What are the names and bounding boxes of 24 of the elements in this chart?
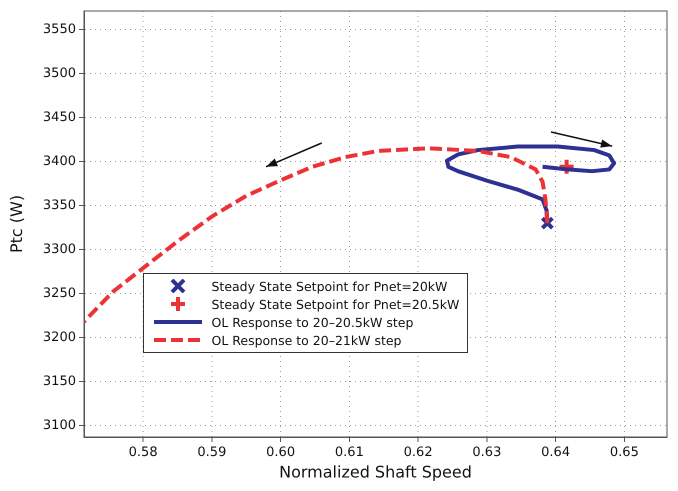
y-tick-label: 3250 (42, 286, 76, 301)
x-tick-label: 0.61 (334, 445, 364, 460)
x-tick-label: 0.64 (541, 445, 570, 460)
legend-label: OL Response to 20–21kW step (212, 332, 402, 348)
y-tick-label: 3350 (42, 198, 76, 213)
y-tick-label: 3400 (42, 154, 76, 169)
y-tick-label: 3300 (42, 242, 76, 257)
x-axis-title: Normalized Shaft Speed (279, 462, 472, 482)
y-tick-label: 3550 (42, 22, 76, 37)
legend-label: Steady State Setpoint for Pnet=20.5kW (212, 296, 460, 312)
y-axis-title: Ptc (W) (6, 194, 26, 254)
x-tick-label: 0.58 (128, 445, 158, 460)
x-tick-label: 0.62 (404, 445, 433, 460)
y-tick-label: 3500 (42, 66, 76, 81)
y-tick-label: 3450 (42, 110, 76, 125)
y-tick-label: 3200 (42, 330, 76, 345)
y-tick-label: 3150 (42, 374, 76, 389)
x-tick-label: 0.60 (266, 445, 296, 460)
y-tick-label: 3100 (42, 418, 76, 433)
legend-label: Steady State Setpoint for Pnet=20kW (212, 278, 448, 294)
x-tick-label: 0.59 (197, 445, 226, 460)
x-tick-label: 0.63 (472, 445, 502, 460)
x-tick-label: 0.65 (610, 445, 639, 460)
legend-label: OL Response to 20–20.5kW step (212, 314, 414, 330)
